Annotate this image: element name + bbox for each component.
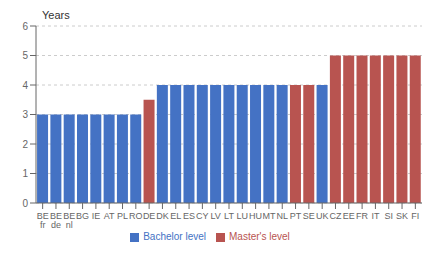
svg-text:DE: DE	[143, 211, 156, 221]
svg-text:RO: RO	[129, 211, 143, 221]
svg-text:SI: SI	[384, 211, 393, 221]
svg-text:LT: LT	[224, 211, 234, 221]
svg-text:HU: HU	[249, 211, 262, 221]
svg-text:PT: PT	[290, 211, 302, 221]
html-text:Years: Years	[42, 9, 70, 21]
svg-text:NL: NL	[276, 211, 288, 221]
svg-text:0: 0	[22, 198, 28, 209]
svg-text:MT: MT	[262, 211, 275, 221]
svg-text:DK: DK	[156, 211, 169, 221]
svg-text:LU: LU	[237, 211, 249, 221]
svg-text:EL: EL	[170, 211, 181, 221]
svg-text:SK: SK	[396, 211, 408, 221]
svg-text:PL: PL	[117, 211, 128, 221]
svg-text:BEnl: BEnl	[63, 211, 75, 230]
svg-text:UK: UK	[316, 211, 329, 221]
svg-text:4: 4	[22, 80, 28, 91]
svg-text:5: 5	[22, 50, 28, 61]
html-text:Master's level: Master's level	[229, 231, 290, 242]
svg-text:IT: IT	[371, 211, 380, 221]
svg-text:IE: IE	[92, 211, 101, 221]
svg-text:BEfr: BEfr	[37, 211, 49, 230]
svg-text:2: 2	[22, 139, 28, 150]
svg-text:LV: LV	[211, 211, 221, 221]
svg-text:3: 3	[22, 109, 28, 120]
svg-text:BEde: BEde	[50, 211, 62, 230]
svg-text:SE: SE	[303, 211, 315, 221]
html-text:Bachelor level: Bachelor level	[143, 231, 206, 242]
svg-text:AT: AT	[104, 211, 115, 221]
svg-text:EE: EE	[343, 211, 355, 221]
svg-text:BG: BG	[76, 211, 89, 221]
svg-text:CY: CY	[196, 211, 209, 221]
svg-text:FI: FI	[411, 211, 419, 221]
svg-text:6: 6	[22, 21, 28, 32]
svg-text:FR: FR	[356, 211, 368, 221]
svg-text:1: 1	[22, 168, 28, 179]
svg-text:ES: ES	[183, 211, 195, 221]
svg-text:CZ: CZ	[329, 211, 341, 221]
